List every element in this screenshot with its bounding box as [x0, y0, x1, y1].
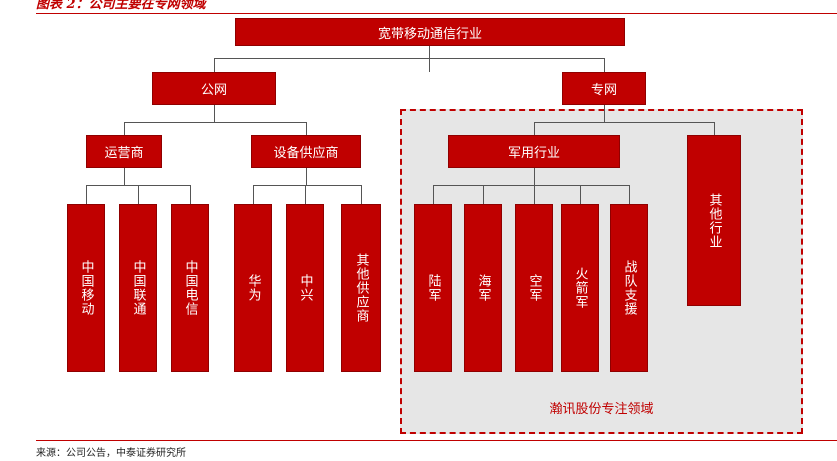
connector-root-down	[429, 46, 430, 72]
connector-to-public	[214, 58, 215, 72]
leaf-china-telecom: 中国电信	[171, 204, 209, 372]
connector-to-china-mobile	[86, 185, 87, 204]
node-military: 军用行业	[448, 135, 620, 168]
node-private-net: 专网	[562, 72, 646, 105]
connector-to-vendors	[306, 122, 307, 135]
connector-to-strategic-support	[629, 185, 630, 204]
figure-title: 图表 2：公司主要在专网领域	[36, 0, 206, 12]
leaf-navy: 海军	[464, 204, 502, 372]
leaf-other-vendors: 其他供应商	[341, 204, 381, 372]
connector-to-rocket-force	[580, 185, 581, 204]
connector-to-other-vendors	[361, 185, 362, 204]
connector-to-china-telecom	[190, 185, 191, 204]
leaf-huawei: 华为	[234, 204, 272, 372]
connector-to-operators	[124, 122, 125, 135]
connector-military-bar	[433, 185, 629, 186]
connector-private-down	[604, 105, 605, 122]
node-vendors: 设备供应商	[251, 135, 361, 168]
focus-zone-label: 瀚讯股份专注领域	[549, 402, 654, 417]
connector-private-bar	[534, 122, 714, 123]
connector-to-zte	[305, 185, 306, 204]
connector-to-huawei	[253, 185, 254, 204]
connector-to-other-industry	[714, 122, 715, 135]
leaf-air-force: 空军	[515, 204, 553, 372]
connector-to-private	[604, 58, 605, 72]
source-rule	[36, 440, 837, 441]
connector-level1-bar	[214, 58, 604, 59]
leaf-china-mobile: 中国移动	[67, 204, 105, 372]
node-other-industry: 其他行业	[687, 135, 741, 306]
leaf-zte: 中兴	[286, 204, 324, 372]
title-rule	[36, 13, 837, 14]
leaf-china-unicom: 中国联通	[119, 204, 157, 372]
connector-to-navy	[483, 185, 484, 204]
connector-public-down	[214, 105, 215, 122]
leaf-army: 陆军	[414, 204, 452, 372]
leaf-strategic-support: 战队支援	[610, 204, 648, 372]
figure-source: 来源：公司公告，中泰证券研究所	[36, 448, 186, 459]
node-public-net: 公网	[152, 72, 276, 105]
node-root: 宽带移动通信行业	[235, 18, 625, 46]
connector-military-down	[534, 168, 535, 185]
connector-operators-down	[124, 168, 125, 185]
connector-to-china-unicom	[138, 185, 139, 204]
node-operators: 运营商	[86, 135, 162, 168]
connector-vendors-down	[306, 168, 307, 185]
leaf-rocket-force: 火箭军	[561, 204, 599, 372]
connector-vendors-bar	[253, 185, 361, 186]
connector-to-air-force	[534, 185, 535, 204]
connector-to-military	[534, 122, 535, 135]
connector-to-army	[433, 185, 434, 204]
connector-public-bar	[124, 122, 306, 123]
